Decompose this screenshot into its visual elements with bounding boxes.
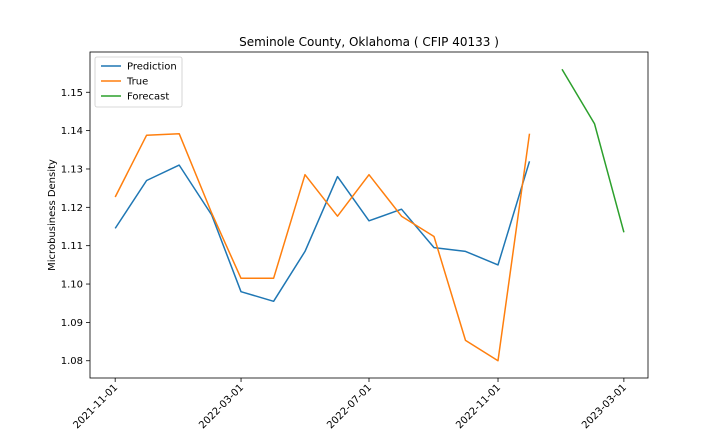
y-tick-label: 1.14: [61, 126, 83, 137]
legend-label: Forecast: [127, 92, 169, 103]
y-axis: 1.08 1.09 1.10 1.11 1.12 1.13 1.14 1.15: [61, 88, 90, 367]
legend: Prediction True Forecast: [94, 56, 183, 108]
series-line-true: [114, 132, 531, 362]
legend-box: [94, 56, 183, 108]
y-tick-label: 1.15: [61, 88, 83, 99]
y-tick-label: 1.10: [61, 280, 83, 291]
y-tick-label: 1.13: [61, 164, 83, 175]
series-line-prediction: [114, 161, 531, 303]
series-line-forecast: [561, 68, 625, 233]
y-tick-label: 1.12: [61, 203, 83, 214]
y-axis-label: Microbusiness Density: [47, 159, 58, 271]
y-tick-label: 1.08: [61, 356, 83, 367]
legend-label: True: [126, 77, 148, 88]
plot-marks: [114, 68, 625, 362]
y-tick-label: 1.09: [61, 318, 83, 329]
legend-label: Prediction: [127, 62, 177, 73]
y-tick-label: 1.11: [61, 241, 83, 252]
chart-title: Seminole County, Oklahoma ( CFIP 40133 ): [239, 35, 499, 49]
